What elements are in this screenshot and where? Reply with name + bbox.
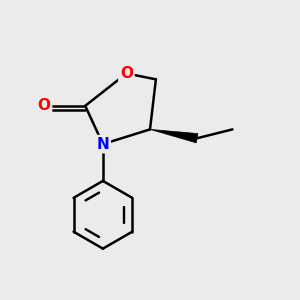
Text: N: N <box>97 136 109 152</box>
Polygon shape <box>150 129 198 143</box>
Text: O: O <box>120 66 133 81</box>
Text: O: O <box>38 98 50 113</box>
